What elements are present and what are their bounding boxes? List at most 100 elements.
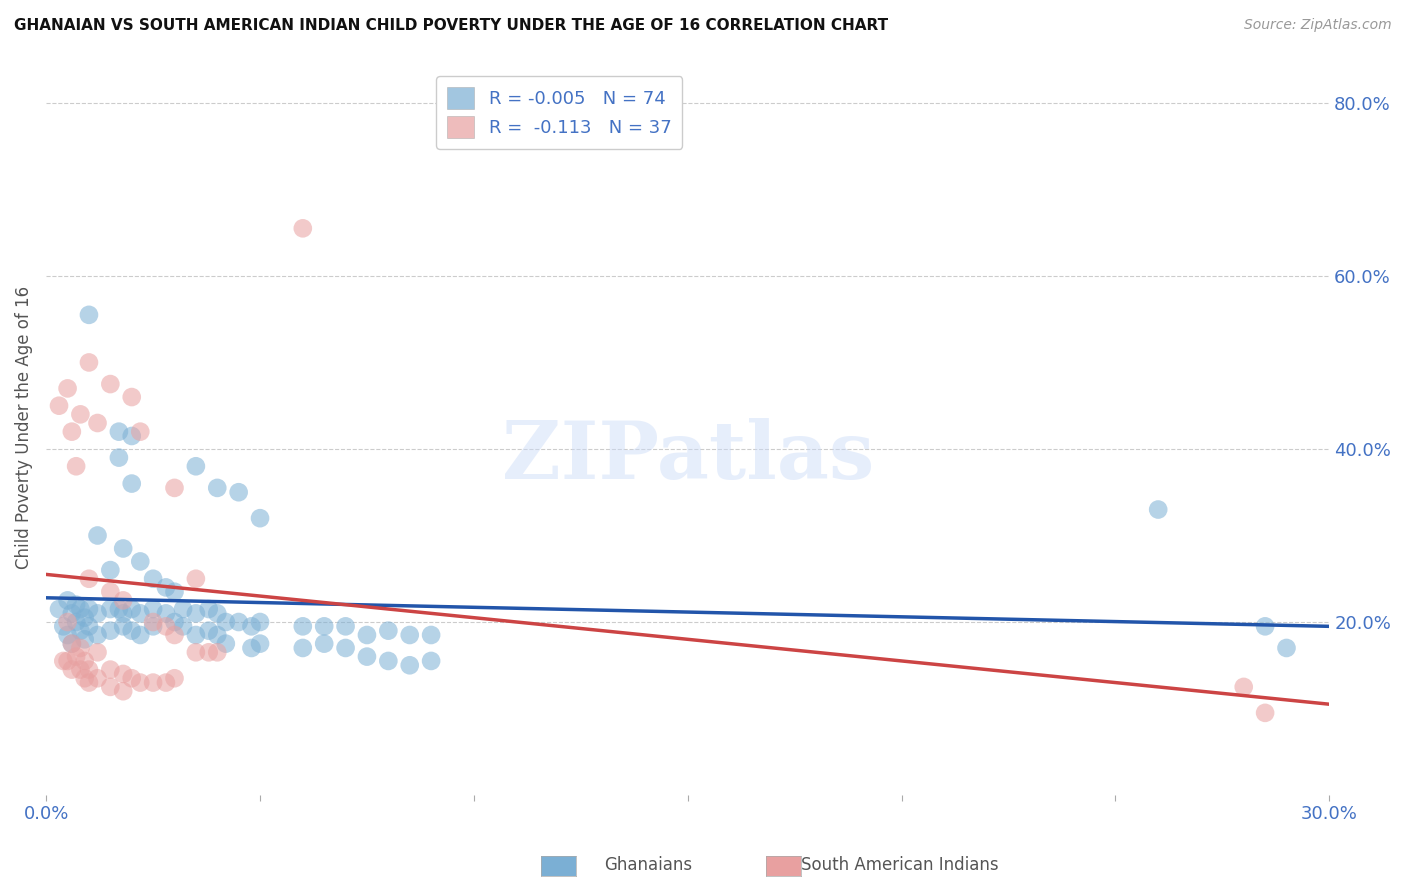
- Legend: R = -0.005   N = 74, R =  -0.113   N = 37: R = -0.005 N = 74, R = -0.113 N = 37: [436, 76, 682, 149]
- Point: [228, 615, 250, 629]
- Point: [291, 640, 314, 655]
- Point: [86, 416, 108, 430]
- Point: [108, 450, 131, 465]
- Point: [65, 598, 87, 612]
- Point: [155, 619, 177, 633]
- Point: [112, 541, 135, 556]
- Point: [335, 640, 357, 655]
- Point: [73, 654, 96, 668]
- Point: [207, 607, 229, 621]
- Point: [73, 610, 96, 624]
- Point: [121, 602, 143, 616]
- Point: [98, 663, 121, 677]
- Point: [52, 654, 75, 668]
- Point: [60, 663, 83, 677]
- Point: [142, 619, 165, 633]
- Point: [60, 425, 83, 439]
- Point: [155, 675, 177, 690]
- Point: [215, 637, 238, 651]
- Point: [52, 619, 75, 633]
- Text: Source: ZipAtlas.com: Source: ZipAtlas.com: [1244, 18, 1392, 32]
- Point: [155, 581, 177, 595]
- Point: [1254, 706, 1277, 720]
- Point: [129, 628, 152, 642]
- Point: [197, 602, 219, 616]
- Point: [249, 615, 271, 629]
- Point: [249, 511, 271, 525]
- Point: [314, 619, 336, 633]
- Y-axis label: Child Poverty Under the Age of 16: Child Poverty Under the Age of 16: [15, 285, 32, 569]
- Point: [207, 481, 229, 495]
- Point: [377, 654, 399, 668]
- Point: [48, 399, 70, 413]
- Point: [356, 628, 378, 642]
- Point: [77, 308, 100, 322]
- Point: [121, 671, 143, 685]
- Text: GHANAIAN VS SOUTH AMERICAN INDIAN CHILD POVERTY UNDER THE AGE OF 16 CORRELATION : GHANAIAN VS SOUTH AMERICAN INDIAN CHILD …: [14, 18, 889, 33]
- Point: [121, 429, 143, 443]
- Point: [197, 645, 219, 659]
- Point: [56, 381, 79, 395]
- Point: [77, 663, 100, 677]
- Point: [86, 528, 108, 542]
- Point: [60, 607, 83, 621]
- Point: [86, 607, 108, 621]
- Point: [65, 615, 87, 629]
- Point: [184, 628, 207, 642]
- Point: [112, 607, 135, 621]
- Point: [112, 667, 135, 681]
- Point: [77, 619, 100, 633]
- Text: ZIPatlas: ZIPatlas: [502, 417, 875, 496]
- Point: [1254, 619, 1277, 633]
- Point: [98, 602, 121, 616]
- Point: [86, 645, 108, 659]
- Point: [420, 628, 443, 642]
- Point: [77, 602, 100, 616]
- Point: [98, 563, 121, 577]
- Point: [314, 637, 336, 651]
- Point: [60, 637, 83, 651]
- Point: [86, 671, 108, 685]
- Point: [112, 619, 135, 633]
- Point: [108, 602, 131, 616]
- Point: [184, 572, 207, 586]
- Point: [56, 628, 79, 642]
- Point: [207, 645, 229, 659]
- Point: [240, 640, 263, 655]
- Point: [69, 408, 91, 422]
- Point: [65, 649, 87, 664]
- Point: [420, 654, 443, 668]
- Point: [65, 459, 87, 474]
- Point: [69, 624, 91, 638]
- Point: [207, 628, 229, 642]
- Point: [163, 481, 186, 495]
- Point: [249, 637, 271, 651]
- Point: [163, 628, 186, 642]
- Point: [108, 425, 131, 439]
- Point: [121, 390, 143, 404]
- Text: Ghanaians: Ghanaians: [605, 856, 693, 874]
- Point: [240, 619, 263, 633]
- Point: [1233, 680, 1256, 694]
- Point: [163, 671, 186, 685]
- Point: [398, 658, 420, 673]
- Point: [73, 671, 96, 685]
- Point: [98, 680, 121, 694]
- Point: [77, 355, 100, 369]
- Point: [228, 485, 250, 500]
- Point: [56, 654, 79, 668]
- Point: [172, 602, 194, 616]
- Point: [56, 593, 79, 607]
- Point: [184, 645, 207, 659]
- Point: [377, 624, 399, 638]
- Point: [86, 628, 108, 642]
- Point: [129, 675, 152, 690]
- Point: [155, 607, 177, 621]
- Point: [197, 624, 219, 638]
- Point: [121, 476, 143, 491]
- Point: [69, 640, 91, 655]
- Point: [1147, 502, 1170, 516]
- Point: [356, 649, 378, 664]
- Point: [142, 602, 165, 616]
- Point: [112, 684, 135, 698]
